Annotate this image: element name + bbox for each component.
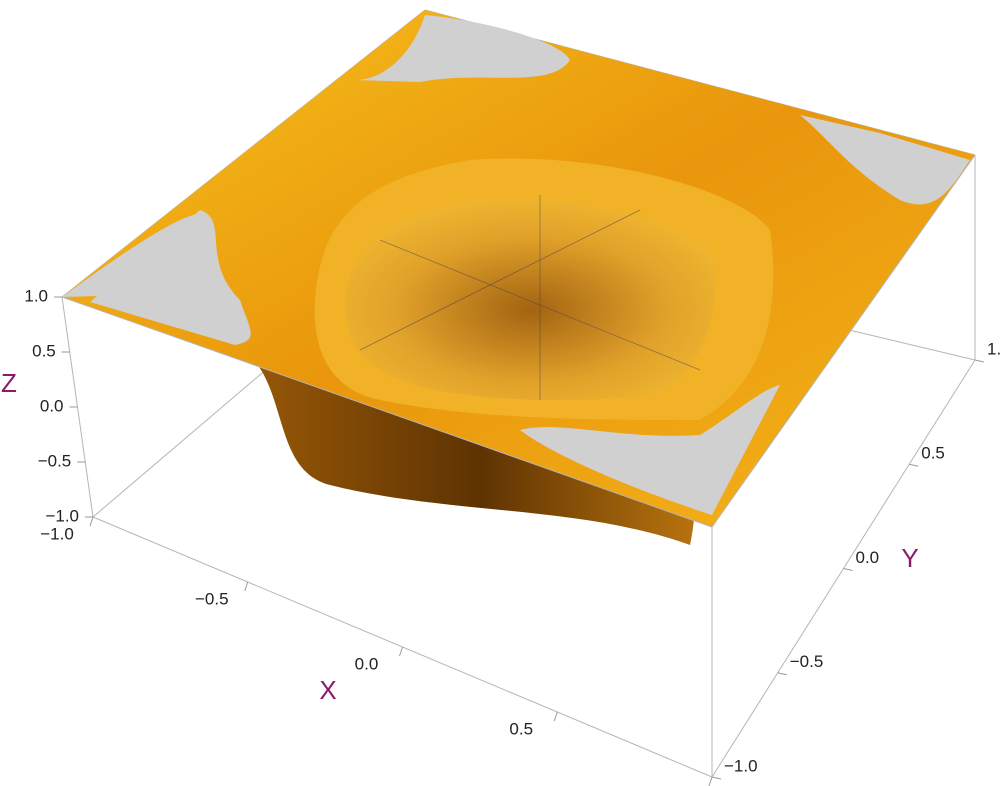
z-tick-label: −1.0 [45, 506, 79, 525]
x-tick-label: 0.5 [509, 719, 533, 738]
y-tick-label: −1.0 [724, 756, 758, 775]
x-tick [89, 516, 94, 527]
x-axis-title: X [319, 675, 336, 705]
y-tick [843, 568, 853, 571]
z-tick-label: 1.0 [24, 286, 48, 305]
y-tick [777, 672, 787, 676]
box-edge [61, 296, 713, 528]
z-tick-label: 0.0 [40, 396, 64, 415]
mesh-line [359, 195, 701, 400]
y-tick [711, 776, 722, 780]
x-tick-label: 0.0 [355, 654, 379, 673]
surface-gap [800, 115, 970, 205]
y-tick-label: 0.0 [856, 548, 880, 567]
x-tick-label: −0.5 [195, 589, 229, 608]
x-tick [708, 776, 713, 786]
surface-gap [90, 210, 251, 345]
surface-gap [355, 15, 570, 82]
box-edge [711, 154, 976, 528]
z-axis-title: Z [1, 368, 17, 398]
y-tick-label: 0.5 [921, 444, 945, 463]
y-tick-label: 1.0 [987, 339, 1000, 358]
z-tick-label: 0.5 [32, 341, 56, 360]
x-tick [399, 646, 403, 657]
x-tick-label: 1.0 [664, 784, 688, 786]
surface-gap [520, 385, 780, 515]
surface-gap [62, 213, 205, 297]
y-axis-title: Y [901, 543, 918, 573]
y-tick [909, 463, 919, 467]
x-tick [553, 711, 558, 722]
plot-box-front: −1.0 −0.5 0.0 0.5 1.0 −1.0 −0.5 0.0 0.5 1.0 −1.0 −0… [24, 154, 1000, 786]
y-tick [974, 359, 985, 363]
surface [62, 10, 975, 545]
y-tick-label: −0.5 [790, 652, 824, 671]
surface-core [345, 199, 716, 400]
x-tick-label: −1.0 [40, 524, 74, 543]
x-tick [244, 581, 249, 592]
z-tick-label: −0.5 [38, 451, 72, 470]
